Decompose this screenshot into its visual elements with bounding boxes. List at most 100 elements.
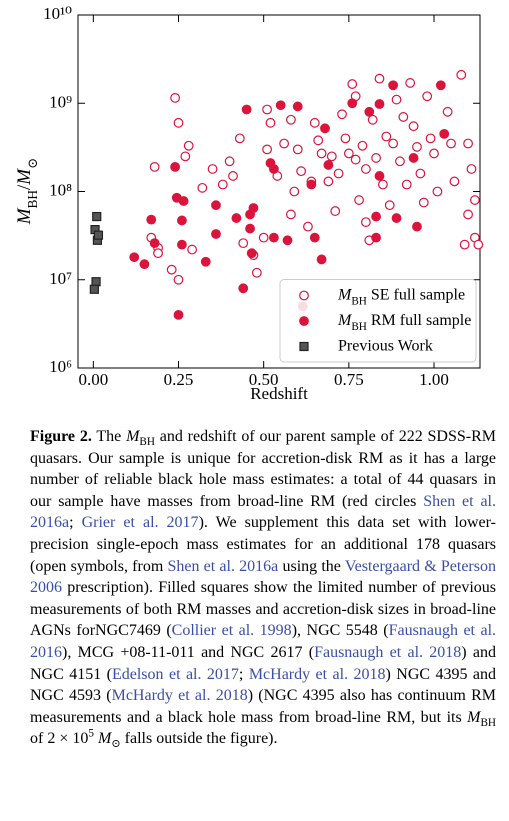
open-point	[463, 138, 473, 149]
filled-point	[347, 98, 358, 109]
open-point	[422, 91, 433, 102]
citation-link[interactable]: Vestergaard & Peterson 2006	[30, 557, 496, 597]
open-point	[371, 153, 381, 163]
open-point	[279, 138, 290, 149]
filled-point	[177, 215, 187, 226]
x-tick-label: 0.00	[78, 370, 108, 389]
open-point	[258, 232, 269, 243]
caption-text: ;	[238, 665, 249, 683]
open-point	[340, 133, 351, 144]
chart: Redshift MBH​/M⊙​ 0.00 0.25 0.50 0.75 1.00 10…	[14, 4, 484, 403]
citation-link[interactable]: Grier et al. 2017	[81, 514, 199, 532]
open-point	[367, 114, 378, 125]
citation-link[interactable]: Edelson et al. 2017	[111, 665, 239, 683]
open-point	[197, 182, 208, 193]
citation-link[interactable]: McHardy et al. 2018	[248, 665, 386, 683]
open-point	[360, 164, 371, 174]
open-point	[374, 73, 385, 84]
filled-point	[299, 316, 309, 326]
open-point	[473, 239, 484, 250]
caption-text: The MBH and redshift of our parent sampl…	[30, 428, 497, 510]
open-point	[378, 179, 388, 190]
open-point	[180, 151, 191, 162]
open-point	[326, 151, 337, 162]
filled-point	[371, 232, 381, 243]
open-point	[463, 209, 473, 220]
filled-point	[211, 229, 221, 239]
filled-point	[388, 80, 399, 91]
citation-link[interactable]: Collier et al. 1998	[171, 622, 292, 640]
square-point	[299, 341, 309, 352]
caption-text: ), MCG +08-11-011 and NGC 2617 (	[62, 643, 315, 661]
filled-point	[245, 223, 255, 234]
caption-text: prescription). Filled squares show the l…	[30, 579, 496, 640]
open-point	[217, 179, 228, 190]
y-tick-label: 10¹⁰	[43, 4, 72, 23]
y-axis-label: MBH​/M⊙​	[14, 158, 39, 226]
filled-point	[238, 283, 249, 294]
x-tick-label: 1.00	[419, 370, 449, 389]
open-point	[398, 112, 409, 122]
citation-link[interactable]: Shen et al. 2016a	[167, 557, 279, 575]
open-point	[456, 69, 467, 80]
open-point	[262, 144, 272, 155]
square-point	[89, 284, 99, 294]
open-point	[360, 217, 371, 228]
open-point	[296, 166, 307, 177]
open-point	[459, 239, 470, 250]
open-point	[292, 144, 303, 155]
open-point	[330, 206, 341, 216]
open-point	[429, 148, 439, 159]
y-tick-label: 10⁶	[49, 357, 72, 376]
citation-link[interactable]: Fausnaugh et al. 2018	[314, 643, 462, 661]
open-point	[316, 148, 327, 159]
legend: MBH​ SE full sample MBH​ RM full sample Pr…	[279, 279, 477, 363]
open-point	[299, 290, 309, 301]
filled-point	[316, 254, 327, 265]
open-point	[357, 140, 368, 151]
figure-caption: Figure 2. The MBH and redshift of our pa…	[30, 426, 496, 750]
caption-text: ), NGC 5548 (	[291, 622, 389, 640]
open-point	[395, 156, 405, 167]
caption-text: ) NGC 4395 and NGC 4593 (	[30, 665, 497, 705]
filled-point	[173, 309, 184, 320]
filled-point	[146, 214, 157, 225]
open-point	[449, 176, 460, 187]
filled-point	[178, 196, 189, 206]
open-point	[412, 142, 422, 152]
citation-link[interactable]: Shen et al. 2016a	[30, 492, 497, 532]
filled-point	[374, 171, 385, 181]
open-point	[286, 114, 296, 125]
open-point	[153, 248, 163, 259]
open-point	[228, 171, 238, 181]
filled-point	[268, 164, 279, 174]
open-point	[303, 221, 313, 232]
open-point	[286, 209, 296, 220]
filled-point	[364, 106, 375, 117]
filled-point	[275, 100, 286, 111]
filled-point	[408, 153, 419, 163]
caption-label: Figure 2.	[30, 428, 92, 445]
open-point	[388, 138, 399, 149]
open-point	[207, 164, 218, 174]
open-point	[251, 267, 262, 278]
filled-point	[231, 213, 242, 223]
citation-link[interactable]: Fausnaugh et al. 2016	[30, 622, 497, 661]
filled-point	[391, 213, 402, 223]
legend-label: MBH​ SE full sample	[337, 286, 465, 307]
filled-point	[435, 80, 446, 91]
open-point	[442, 106, 453, 117]
open-point	[313, 135, 324, 146]
citation-link[interactable]: McHardy et al. 2018	[111, 687, 248, 705]
open-point	[224, 156, 235, 167]
open-point	[425, 133, 436, 144]
square-point	[91, 277, 101, 287]
caption-text: ) (NGC 4395 also has continuum RM measur…	[30, 687, 497, 751]
filled-point	[139, 259, 150, 270]
open-point	[469, 195, 480, 205]
open-point	[149, 161, 160, 172]
open-point	[408, 121, 419, 132]
open-point	[337, 109, 347, 120]
filled-point	[323, 160, 334, 170]
filled-point	[248, 203, 259, 213]
